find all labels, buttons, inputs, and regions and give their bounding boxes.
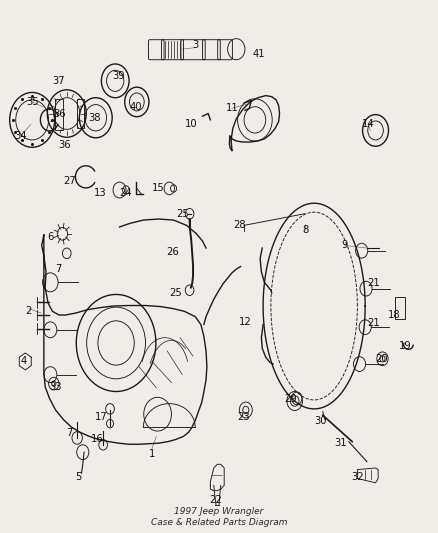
Text: 29: 29 (284, 394, 297, 405)
Text: 21: 21 (367, 278, 380, 288)
Text: 14: 14 (362, 119, 374, 129)
Text: 20: 20 (375, 354, 388, 364)
Text: 5: 5 (75, 472, 81, 482)
Bar (396, 297, 405, 319)
Text: 19: 19 (399, 341, 411, 351)
Text: 40: 40 (130, 102, 142, 112)
Text: 1997 Jeep Wrangler
Case & Related Parts Diagram: 1997 Jeep Wrangler Case & Related Parts … (151, 507, 287, 527)
Text: 17: 17 (95, 412, 108, 422)
Text: 7: 7 (55, 264, 61, 274)
Text: 10: 10 (184, 119, 197, 129)
Text: 2: 2 (25, 306, 32, 316)
Bar (55, 99, 64, 131)
Text: 9: 9 (341, 240, 348, 251)
Text: 36: 36 (53, 109, 66, 118)
Text: 35: 35 (26, 97, 39, 107)
Text: 25: 25 (176, 209, 189, 219)
Bar (77, 99, 84, 128)
Text: 1: 1 (149, 449, 155, 459)
Text: 33: 33 (49, 382, 62, 392)
Text: 11: 11 (226, 103, 238, 114)
Text: 30: 30 (314, 416, 327, 425)
Text: 22: 22 (209, 495, 222, 505)
Text: 39: 39 (113, 70, 125, 80)
Text: 38: 38 (88, 113, 101, 123)
Text: 12: 12 (239, 317, 251, 327)
Text: 15: 15 (152, 183, 165, 193)
Text: 6: 6 (47, 232, 53, 243)
Text: 4: 4 (21, 357, 27, 367)
Text: 21: 21 (367, 318, 380, 328)
Text: 13: 13 (94, 188, 106, 198)
Text: 24: 24 (119, 188, 131, 198)
Text: 31: 31 (335, 438, 347, 448)
Text: 28: 28 (233, 220, 246, 230)
Text: 36: 36 (58, 140, 71, 150)
Text: 16: 16 (91, 434, 103, 444)
Text: 26: 26 (166, 247, 179, 257)
Text: 18: 18 (388, 310, 400, 320)
Text: 37: 37 (52, 76, 64, 86)
Text: 23: 23 (237, 412, 250, 422)
Text: 34: 34 (15, 131, 27, 141)
Text: 3: 3 (192, 40, 198, 50)
Text: 32: 32 (351, 472, 364, 482)
Text: 27: 27 (64, 176, 76, 186)
Text: 7: 7 (67, 427, 73, 438)
Text: 8: 8 (302, 224, 309, 235)
Text: 25: 25 (170, 288, 182, 298)
Text: 41: 41 (252, 50, 265, 60)
